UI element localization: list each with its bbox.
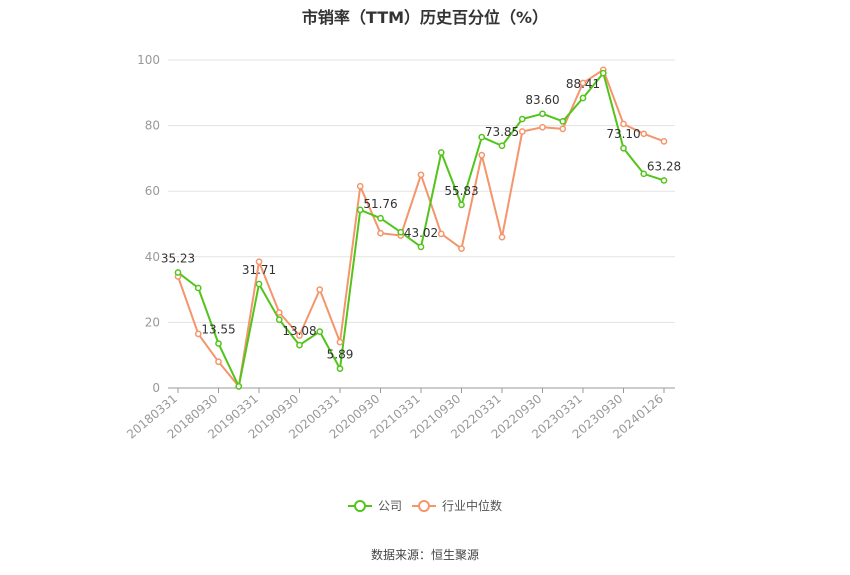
company-point — [599, 69, 607, 77]
data-label: 5.89 — [327, 348, 354, 362]
company-point — [417, 243, 425, 251]
data-label: 63.28 — [647, 159, 681, 173]
legend-item-company[interactable]: 公司 — [348, 499, 402, 513]
company-point — [194, 284, 202, 292]
data-source: 数据来源：恒生聚源 — [370, 548, 479, 562]
company-point — [356, 206, 364, 214]
axes: 0204060801002018033120180930201903312019… — [124, 53, 675, 442]
y-tick-label: 0 — [152, 381, 160, 395]
y-tick-label: 80 — [145, 119, 160, 133]
company-point — [539, 110, 546, 118]
company-point — [498, 142, 506, 150]
legend-marker-icon — [418, 500, 430, 512]
industry-point — [478, 151, 486, 159]
company-point — [174, 269, 182, 276]
company-point — [559, 117, 567, 125]
industry-point — [458, 245, 465, 252]
company-point — [640, 170, 648, 178]
company-point — [296, 341, 303, 349]
company-point — [235, 383, 243, 390]
industry-point — [539, 123, 546, 131]
data-label: 13.08 — [282, 324, 316, 338]
company-point — [255, 280, 263, 288]
industry-point — [498, 233, 506, 241]
legend-label: 行业中位数 — [442, 498, 502, 513]
company-point — [478, 133, 486, 141]
industry-point — [579, 79, 587, 87]
series-points — [174, 66, 668, 390]
industry-point — [640, 130, 648, 138]
industry-point — [336, 338, 344, 346]
company-point — [458, 201, 465, 209]
company-point — [579, 94, 587, 102]
industry-point — [215, 358, 222, 366]
industry-point — [377, 229, 384, 237]
company-point — [518, 115, 526, 123]
company-point — [377, 214, 384, 222]
industry-point — [620, 120, 627, 128]
data-label: 83.60 — [525, 93, 559, 107]
industry-point — [660, 137, 668, 145]
company-point — [215, 340, 222, 347]
data-label: 51.76 — [363, 197, 397, 211]
company-point — [275, 316, 283, 324]
chart-title: 市销率（TTM）历史百分位（%） — [301, 8, 549, 27]
industry-point — [356, 182, 364, 190]
company-point — [316, 328, 324, 335]
y-tick-label: 100 — [137, 53, 160, 67]
data-label: 55.83 — [444, 184, 478, 198]
legend[interactable]: 公司 行业中位数 — [348, 498, 502, 513]
company-point — [437, 149, 445, 156]
company-point — [620, 144, 627, 152]
company-point — [660, 177, 668, 184]
legend-label: 公司 — [378, 499, 402, 513]
company-point — [397, 228, 405, 236]
industry-point — [518, 128, 526, 135]
industry-point — [275, 309, 283, 316]
y-tick-label: 20 — [145, 315, 160, 329]
data-label: 31.71 — [242, 263, 276, 277]
industry-point — [194, 330, 202, 338]
industry-point — [417, 171, 425, 179]
y-tick-label: 60 — [145, 184, 160, 198]
data-label: 73.85 — [485, 125, 519, 139]
industry-point — [437, 230, 445, 238]
legend-item-industry[interactable]: 行业中位数 — [412, 498, 502, 513]
data-label: 43.02 — [404, 226, 438, 240]
data-label: 88.41 — [566, 77, 600, 91]
grid-lines — [168, 59, 675, 323]
industry-point — [316, 286, 324, 293]
data-label: 73.10 — [606, 127, 640, 141]
y-tick-label: 40 — [145, 250, 160, 264]
industry-point — [559, 125, 567, 133]
industry-point — [255, 258, 263, 266]
company-point — [336, 365, 344, 373]
data-label: 35.23 — [161, 251, 195, 265]
legend-marker-icon — [354, 500, 366, 512]
industry-point — [296, 332, 303, 339]
data-labels: 35.23 13.55 31.71 13.08 5.89 51.76 43.02 55.83 7… — [161, 77, 681, 362]
data-label: 13.55 — [201, 323, 235, 337]
